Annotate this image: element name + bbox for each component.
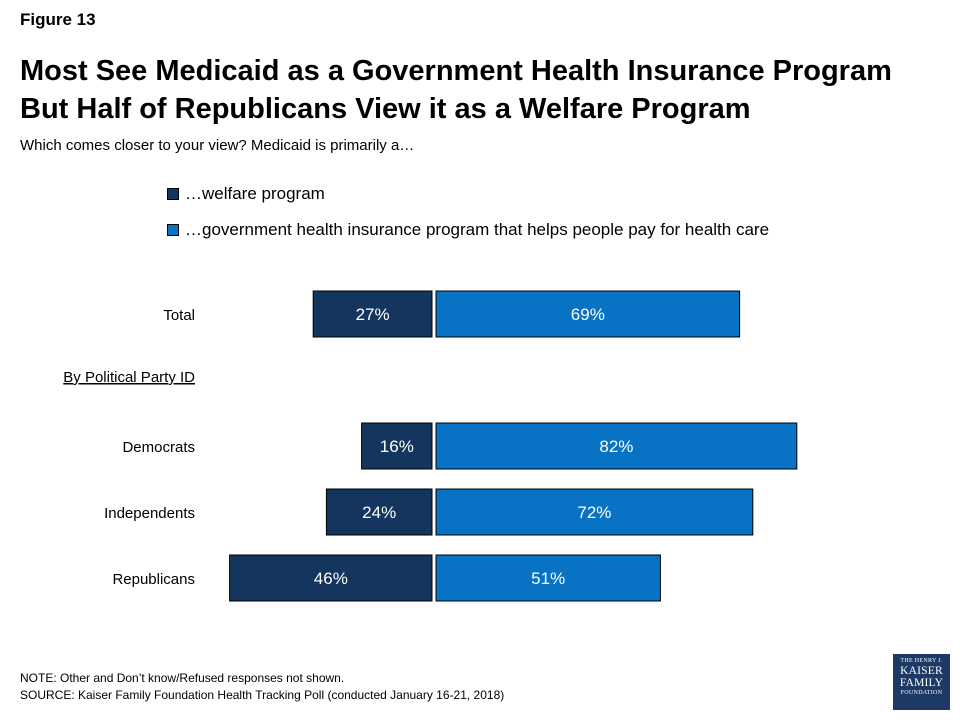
category-label-democrats: Democrats — [122, 439, 195, 456]
data-label-insurance-total: 69% — [571, 305, 605, 324]
figure-label: Figure 13 — [20, 10, 96, 29]
legend-label-welfare: …welfare program — [185, 184, 325, 203]
bar-insurance-democrats — [435, 422, 798, 470]
category-label-independents: Independents — [104, 505, 195, 522]
data-label-welfare-democrats: 16% — [380, 437, 414, 456]
category-label-total: Total — [163, 307, 195, 324]
source-text: SOURCE: Kaiser Family Foundation Health … — [20, 688, 505, 702]
bar-insurance-republicans — [435, 554, 661, 602]
bar-welfare-total — [312, 290, 433, 338]
bar-welfare-democrats — [361, 422, 433, 470]
legend-swatch-welfare — [167, 188, 179, 200]
title-line-2: But Half of Republicans View it as a Wel… — [20, 93, 751, 125]
note-text: NOTE: Other and Don’t know/Refused respo… — [20, 671, 345, 685]
data-label-insurance-democrats: 82% — [599, 437, 633, 456]
data-label-welfare-total: 27% — [356, 305, 390, 324]
title-line-1: Most See Medicaid as a Government Health… — [20, 55, 892, 87]
legend-swatch-insurance — [167, 224, 179, 236]
bar-welfare-independents — [325, 488, 433, 536]
data-label-welfare-independents: 24% — [362, 503, 396, 522]
bar-insurance-total — [435, 290, 741, 338]
data-label-insurance-republicans: 51% — [531, 569, 565, 588]
legend-label-insurance: …government health insurance program tha… — [185, 220, 770, 239]
group-heading: By Political Party ID — [63, 369, 195, 386]
chart-title: Most See Medicaid as a Government Health… — [20, 52, 950, 128]
kff-logo: THE HENRY J. KAISER FAMILY FOUNDATION — [893, 654, 950, 710]
category-label-republicans: Republicans — [112, 571, 195, 588]
bar-welfare-republicans — [229, 554, 433, 602]
data-label-welfare-republicans: 46% — [314, 569, 348, 588]
data-label-insurance-independents: 72% — [577, 503, 611, 522]
legend-item-insurance: …government health insurance program tha… — [167, 220, 769, 240]
bar-insurance-independents — [435, 488, 754, 536]
chart-subtitle: Which comes closer to your view? Medicai… — [20, 137, 415, 154]
legend-item-welfare: …welfare program — [167, 184, 325, 204]
